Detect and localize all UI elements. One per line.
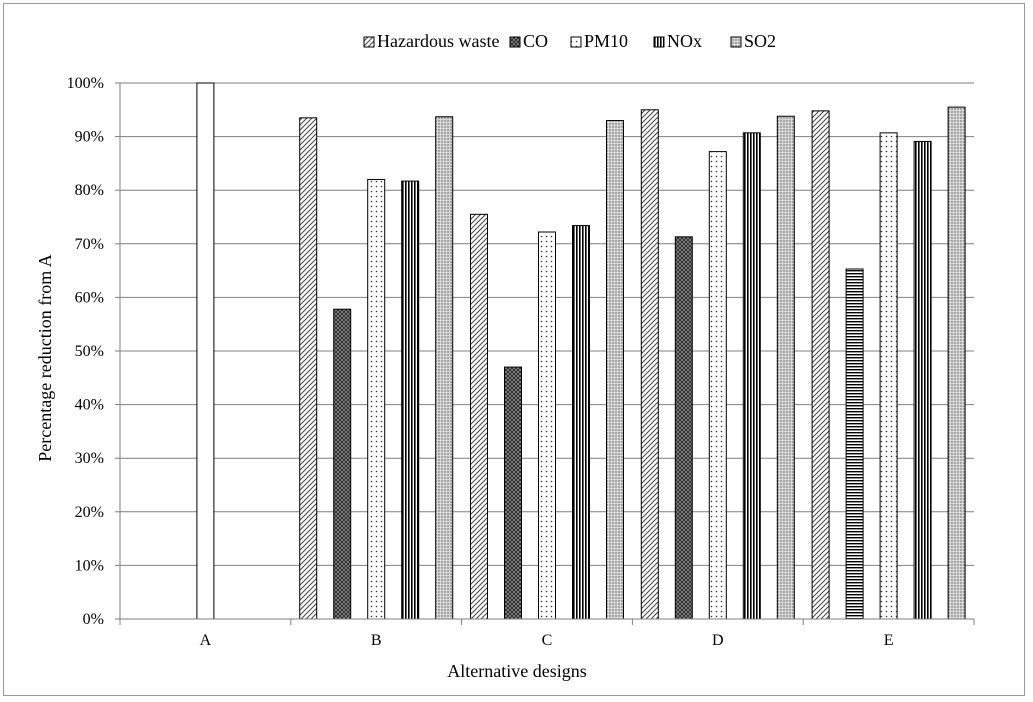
bar-pm10-e xyxy=(879,132,898,620)
legend-label: PM10 xyxy=(584,31,628,51)
x-tick-label: A xyxy=(200,632,212,649)
bar-pm10-c xyxy=(538,231,556,620)
legend-swatch xyxy=(363,36,375,48)
legend-label: NOx xyxy=(667,31,702,51)
y-tick-label: 10% xyxy=(75,557,104,574)
y-tick-label: 40% xyxy=(75,397,104,414)
bar-co-e xyxy=(845,268,864,620)
bar-co-c xyxy=(504,366,522,620)
bar-pm10-b xyxy=(367,178,386,620)
y-tick-label: 80% xyxy=(75,182,104,199)
bar-nox-e xyxy=(913,140,932,620)
legend-swatch xyxy=(653,36,665,48)
bar-so2-d xyxy=(776,115,795,620)
y-tick-label: 20% xyxy=(75,504,104,521)
y-tick-label: 60% xyxy=(75,289,104,306)
y-axis-title: Percentage reduction from A xyxy=(35,254,55,461)
y-tick-label: 50% xyxy=(75,343,104,360)
x-tick-label: D xyxy=(712,632,724,649)
bar-hazardous-waste-e xyxy=(811,110,830,620)
y-tick-label: 70% xyxy=(75,236,104,253)
legend-swatch xyxy=(509,36,521,48)
bars xyxy=(196,82,966,620)
bar-hazardous-waste-b xyxy=(299,117,318,620)
bar-hazardous-waste-d xyxy=(640,109,659,620)
legend-label: SO2 xyxy=(744,31,776,51)
bar-nox-b xyxy=(401,180,420,620)
bar-co-d xyxy=(674,236,693,620)
bar-so2-b xyxy=(435,116,454,620)
legend-swatch xyxy=(730,36,742,48)
legend-label: Hazardous waste xyxy=(377,31,499,51)
y-tick-label: 90% xyxy=(75,129,104,146)
bar-hazardous-waste-c xyxy=(470,213,488,620)
x-axis-title: Alternative designs xyxy=(447,661,586,681)
y-tick-label: 30% xyxy=(75,450,104,467)
legend-label: CO xyxy=(523,31,548,51)
axes xyxy=(119,83,974,620)
y-tick-label: 100% xyxy=(67,75,104,92)
x-tick-labels: A B C D E xyxy=(200,632,894,649)
bar-co-b xyxy=(333,308,352,620)
x-tick-label: C xyxy=(542,632,553,649)
legend-swatch xyxy=(570,36,582,48)
legend: Hazardous waste CO PM10 NOx SO2 xyxy=(363,31,776,51)
bar-nox-d xyxy=(742,132,761,620)
bar-nox-c xyxy=(572,225,590,620)
x-tick-label: E xyxy=(884,632,894,649)
y-tick-labels: 0% 10% 20% 30% 40% 50% 60% 70% 80% 90% 100% xyxy=(67,75,104,628)
x-tick-label: B xyxy=(371,632,382,649)
bar-so2-e xyxy=(947,106,966,620)
y-tick-label: 0% xyxy=(83,611,104,628)
bar-so2-c xyxy=(606,120,624,620)
bar-pm10-d xyxy=(708,151,727,620)
bar-a-baseline xyxy=(196,82,215,620)
